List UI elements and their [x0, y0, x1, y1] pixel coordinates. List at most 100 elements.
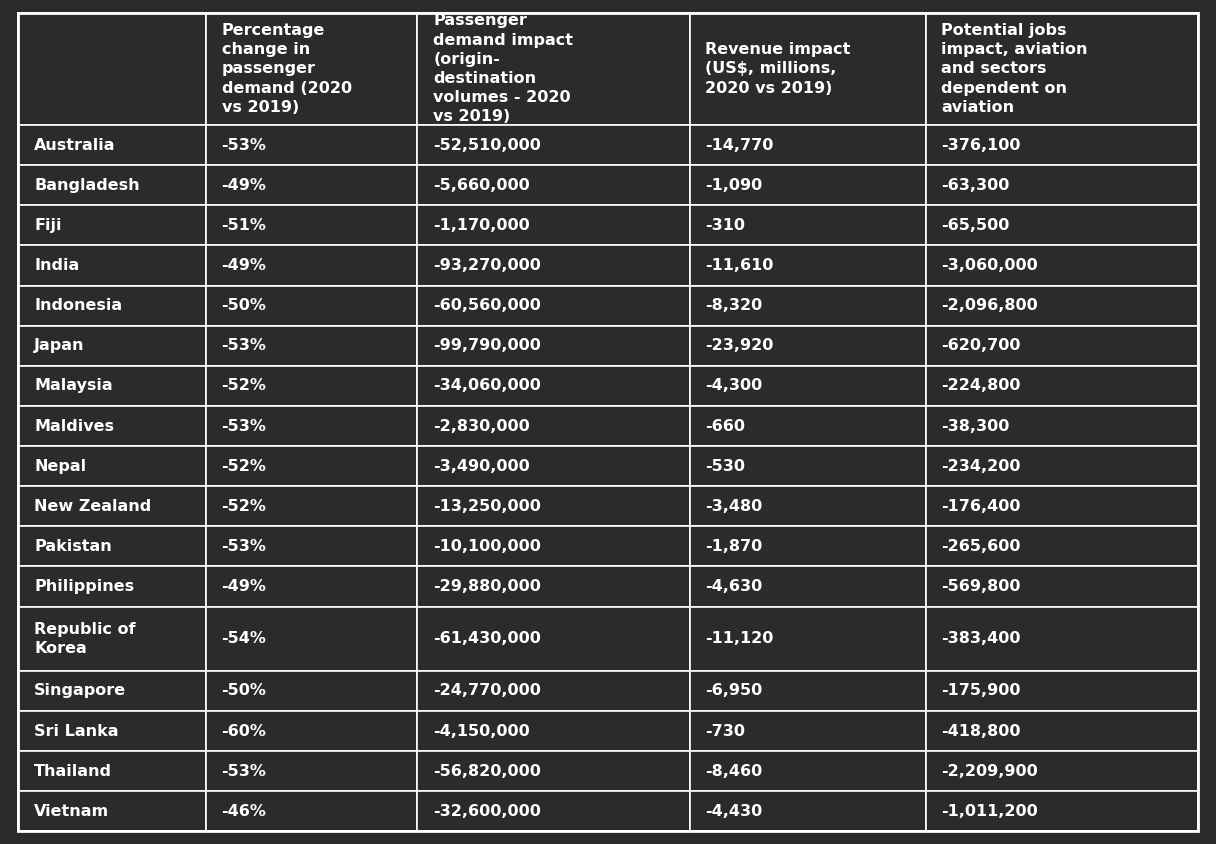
Text: -4,430: -4,430: [705, 803, 762, 819]
Text: Bangladesh: Bangladesh: [34, 178, 140, 192]
Text: -310: -310: [705, 218, 745, 233]
Text: -234,200: -234,200: [941, 458, 1021, 473]
Text: Maldives: Maldives: [34, 419, 114, 434]
Text: -49%: -49%: [221, 579, 266, 594]
Text: Passenger
demand impact
(origin-
destination
volumes - 2020
vs 2019): Passenger demand impact (origin- destina…: [433, 14, 573, 124]
Text: -54%: -54%: [221, 631, 266, 647]
Text: -52,510,000: -52,510,000: [433, 138, 541, 153]
Text: Pakistan: Pakistan: [34, 539, 112, 554]
Text: -13,250,000: -13,250,000: [433, 499, 541, 514]
Text: -34,060,000: -34,060,000: [433, 378, 541, 393]
Bar: [689, 711, 925, 751]
Text: Philippines: Philippines: [34, 579, 134, 594]
Bar: [18, 751, 206, 791]
Text: -56,820,000: -56,820,000: [433, 764, 541, 779]
Bar: [18, 566, 206, 607]
Text: -29,880,000: -29,880,000: [433, 579, 541, 594]
Bar: [206, 285, 417, 326]
Text: -38,300: -38,300: [941, 419, 1009, 434]
Text: -4,630: -4,630: [705, 579, 762, 594]
Text: -24,770,000: -24,770,000: [433, 684, 541, 698]
Text: Potential jobs
impact, aviation
and sectors
dependent on
aviation: Potential jobs impact, aviation and sect…: [941, 23, 1088, 115]
Bar: [689, 566, 925, 607]
Bar: [18, 671, 206, 711]
Bar: [417, 671, 689, 711]
Text: Revenue impact
(US$, millions,
2020 vs 2019): Revenue impact (US$, millions, 2020 vs 2…: [705, 42, 851, 95]
Text: -530: -530: [705, 458, 745, 473]
Bar: [206, 711, 417, 751]
Text: -383,400: -383,400: [941, 631, 1021, 647]
Text: -4,150,000: -4,150,000: [433, 723, 530, 738]
Text: -61,430,000: -61,430,000: [433, 631, 541, 647]
Bar: [18, 486, 206, 527]
Text: -51%: -51%: [221, 218, 266, 233]
Text: Sri Lanka: Sri Lanka: [34, 723, 118, 738]
Bar: [417, 246, 689, 285]
Bar: [925, 607, 1198, 671]
Text: -1,870: -1,870: [705, 539, 762, 554]
Text: -620,700: -620,700: [941, 338, 1021, 354]
Text: Nepal: Nepal: [34, 458, 86, 473]
Text: -3,490,000: -3,490,000: [433, 458, 530, 473]
Text: -376,100: -376,100: [941, 138, 1021, 153]
Text: -50%: -50%: [221, 298, 266, 313]
Bar: [417, 205, 689, 246]
Text: -23,920: -23,920: [705, 338, 773, 354]
Text: -32,600,000: -32,600,000: [433, 803, 541, 819]
Bar: [417, 566, 689, 607]
Text: Thailand: Thailand: [34, 764, 112, 779]
Text: -1,011,200: -1,011,200: [941, 803, 1038, 819]
Bar: [417, 486, 689, 527]
Text: -6,950: -6,950: [705, 684, 762, 698]
Bar: [925, 791, 1198, 831]
Bar: [206, 566, 417, 607]
Text: -53%: -53%: [221, 539, 266, 554]
Text: -224,800: -224,800: [941, 378, 1021, 393]
Bar: [925, 566, 1198, 607]
Bar: [689, 326, 925, 365]
Text: -53%: -53%: [221, 338, 266, 354]
Text: -3,060,000: -3,060,000: [941, 258, 1038, 273]
Bar: [689, 13, 925, 125]
Text: Indonesia: Indonesia: [34, 298, 122, 313]
Text: -53%: -53%: [221, 138, 266, 153]
Text: -53%: -53%: [221, 419, 266, 434]
Text: Malaysia: Malaysia: [34, 378, 113, 393]
Bar: [206, 446, 417, 486]
Bar: [18, 326, 206, 365]
Bar: [206, 527, 417, 566]
Bar: [925, 486, 1198, 527]
Bar: [18, 165, 206, 205]
Bar: [925, 125, 1198, 165]
Bar: [925, 527, 1198, 566]
Bar: [689, 751, 925, 791]
Bar: [206, 205, 417, 246]
Bar: [689, 446, 925, 486]
Text: -93,270,000: -93,270,000: [433, 258, 541, 273]
Text: -11,610: -11,610: [705, 258, 773, 273]
Text: -1,170,000: -1,170,000: [433, 218, 530, 233]
Text: -5,660,000: -5,660,000: [433, 178, 530, 192]
Bar: [417, 527, 689, 566]
Text: -2,209,900: -2,209,900: [941, 764, 1038, 779]
Bar: [206, 671, 417, 711]
Text: -730: -730: [705, 723, 745, 738]
Text: -52%: -52%: [221, 499, 266, 514]
Bar: [689, 406, 925, 446]
Bar: [417, 446, 689, 486]
Text: -2,830,000: -2,830,000: [433, 419, 530, 434]
Bar: [18, 13, 206, 125]
Text: -569,800: -569,800: [941, 579, 1021, 594]
Bar: [925, 165, 1198, 205]
Text: Australia: Australia: [34, 138, 116, 153]
Bar: [925, 365, 1198, 406]
Bar: [925, 751, 1198, 791]
Bar: [206, 125, 417, 165]
Text: -14,770: -14,770: [705, 138, 773, 153]
Bar: [417, 13, 689, 125]
Bar: [206, 246, 417, 285]
Text: India: India: [34, 258, 79, 273]
Text: -49%: -49%: [221, 178, 266, 192]
Bar: [689, 246, 925, 285]
Text: -10,100,000: -10,100,000: [433, 539, 541, 554]
